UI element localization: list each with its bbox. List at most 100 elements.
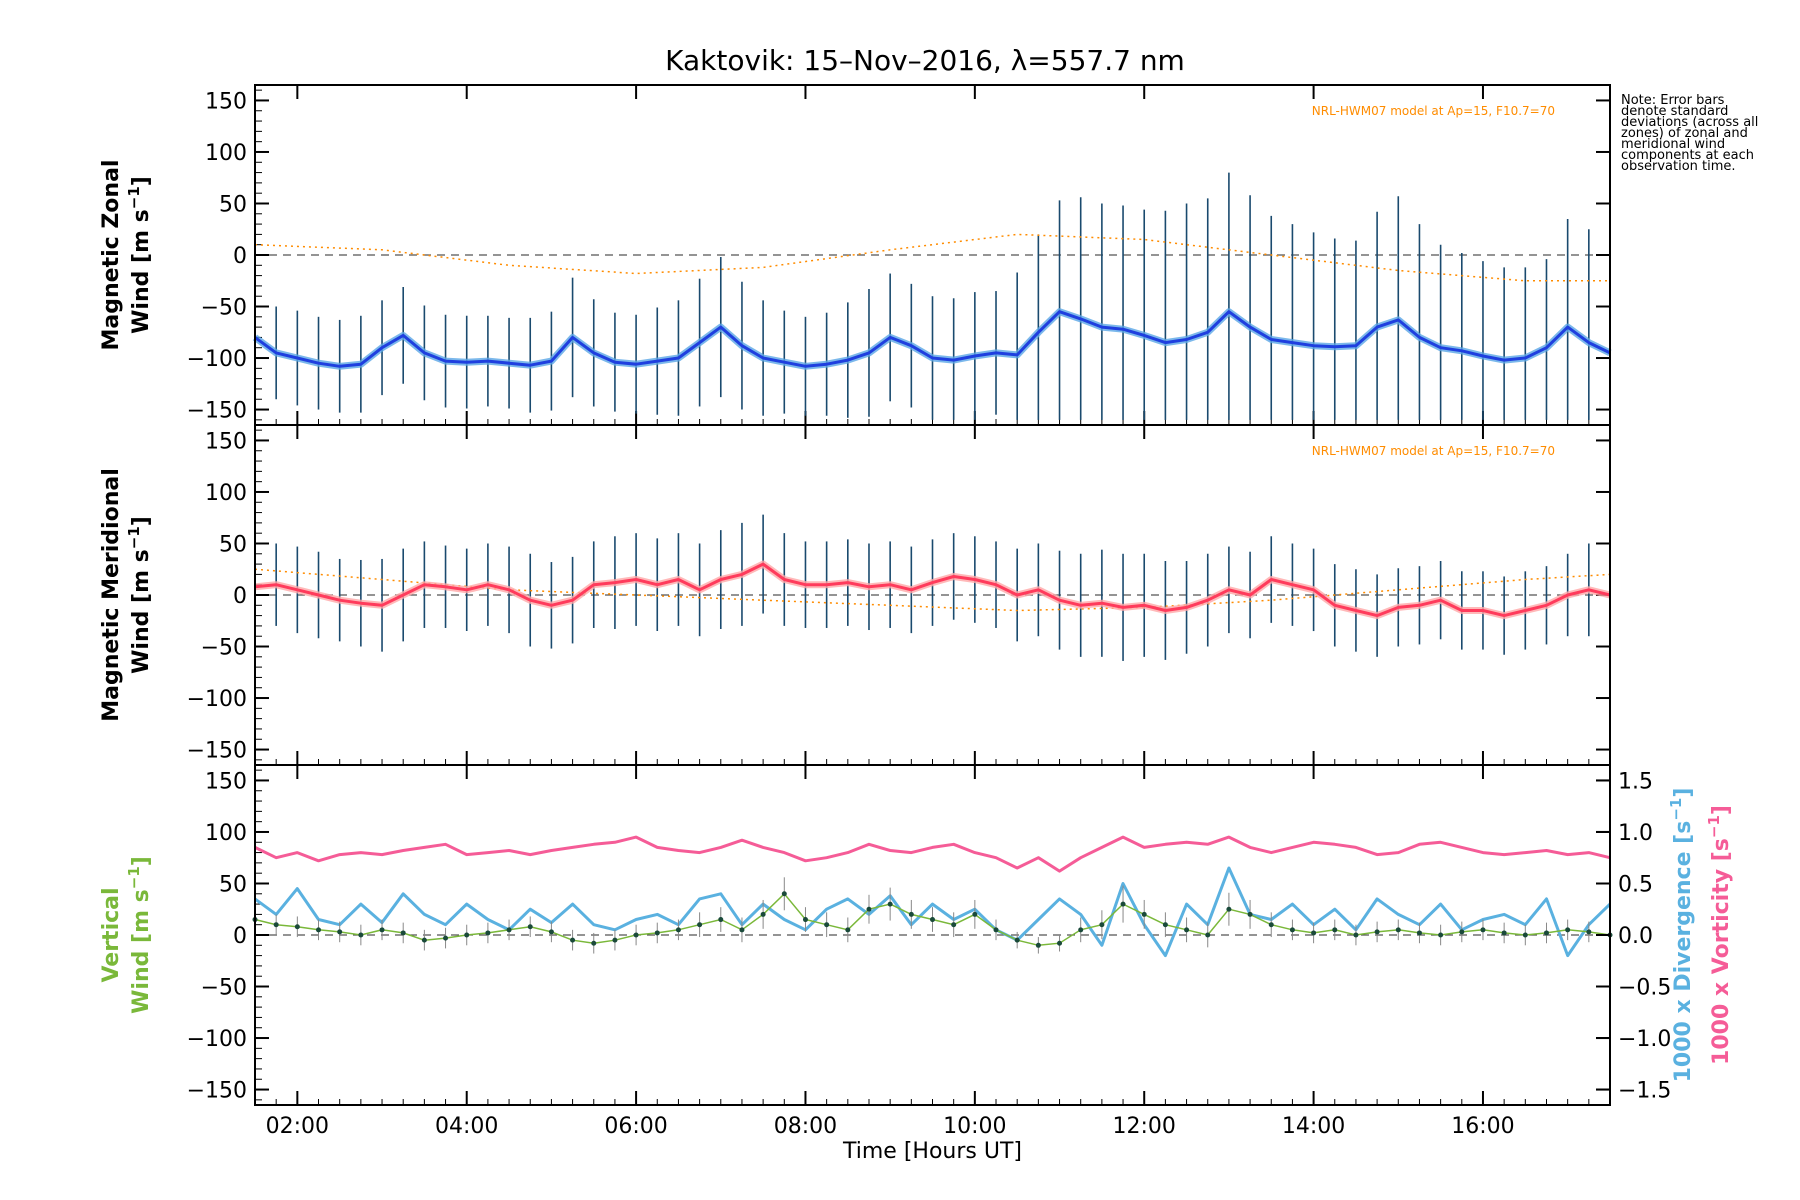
- y-axis-label-sup: −1: [125, 866, 143, 889]
- model-line: [254, 233, 1610, 282]
- y2-tick-label: −1.5: [1618, 1079, 1671, 1104]
- vertical-wind-point: [1247, 911, 1253, 917]
- y-axis-label-text: Wind [m s: [129, 209, 154, 334]
- y-tick-label: 0: [233, 244, 247, 269]
- vertical-wind-point: [443, 935, 449, 941]
- y-tick-label: −100: [187, 1027, 247, 1052]
- vertical-wind-point: [1332, 927, 1338, 933]
- y2-tick-label: 1.5: [1618, 769, 1653, 794]
- vertical-wind-point: [464, 932, 470, 938]
- vorticity-label-close: ]: [1709, 805, 1734, 815]
- vertical-wind-point: [866, 906, 872, 912]
- x-tick-label: 04:00: [435, 1114, 498, 1139]
- vertical-wind-point: [654, 930, 660, 936]
- y-tick-label: 0: [233, 924, 247, 949]
- vorticity-label-text: 1000 x Vorticity [s: [1709, 838, 1734, 1065]
- chart-title: Kaktovik: 15–Nov–2016, λ=557.7 nm: [665, 44, 1185, 77]
- vertical-wind-point: [1099, 922, 1105, 928]
- y-tick-label: 150: [205, 429, 247, 454]
- y-tick-label: −100: [187, 687, 247, 712]
- wind-line: [254, 562, 1611, 618]
- x-tick-label: 12:00: [1113, 1114, 1176, 1139]
- y2-tick-label: −0.5: [1618, 976, 1671, 1001]
- x-tick-label: 16:00: [1451, 1114, 1514, 1139]
- vertical-wind-point: [1184, 927, 1190, 933]
- vertical-wind-point: [1311, 930, 1317, 936]
- vertical-wind-point: [951, 922, 957, 928]
- vertical-wind-point: [675, 927, 681, 933]
- vertical-wind-point: [972, 911, 978, 917]
- x-tick-label: 02:00: [266, 1114, 329, 1139]
- y-axis-label-line1: Magnetic Meridional: [99, 468, 124, 721]
- divergence-label-text: 1000 x Divergence [s: [1671, 821, 1696, 1083]
- x-tick-label: 14:00: [1282, 1114, 1345, 1139]
- vertical-wind-point: [1395, 927, 1401, 933]
- vertical-wind-point: [1141, 911, 1147, 917]
- vertical-wind-point: [294, 924, 300, 930]
- vertical-wind-point: [781, 891, 787, 897]
- divergence-label-sup: −1: [1667, 798, 1685, 821]
- vertical-wind-point: [1162, 922, 1168, 928]
- vertical-wind-point: [1078, 927, 1084, 933]
- y-tick-label: −150: [187, 1079, 247, 1104]
- vorticity-axis-label: 1000 x Vorticity [s−1]: [1705, 805, 1734, 1065]
- y-axis-label-close: ]: [129, 856, 154, 866]
- model-label: NRL-HWM07 model at Ap=15, F10.7=70: [1312, 104, 1555, 118]
- vertical-wind-point: [1522, 932, 1528, 938]
- y-axis-label-text: Wind [m s: [129, 549, 154, 674]
- vertical-wind-point: [485, 930, 491, 936]
- vertical-wind-point: [802, 917, 808, 923]
- y2-tick-label: 0.0: [1618, 924, 1653, 949]
- vertical-wind-point: [570, 937, 576, 943]
- vertical-wind-point: [506, 927, 512, 933]
- vertical-wind-point: [718, 917, 724, 923]
- y-tick-label: 100: [205, 821, 247, 846]
- y-axis-label-line1: Magnetic Zonal: [99, 160, 124, 351]
- y2-tick-label: 1.0: [1618, 821, 1653, 846]
- vertical-wind-point: [358, 932, 364, 938]
- y-tick-label: 0: [233, 584, 247, 609]
- y-tick-label: 50: [219, 872, 247, 897]
- vertical-wind-point: [824, 922, 830, 928]
- vertical-wind-point: [400, 930, 406, 936]
- vertical-wind-point: [1586, 929, 1592, 935]
- vertical-wind-point: [1226, 906, 1232, 912]
- vertical-wind-point: [1438, 932, 1444, 938]
- y-axis-label-text: Wind [m s: [129, 889, 154, 1014]
- vertical-wind-point: [1035, 942, 1041, 948]
- vertical-wind-point: [1501, 930, 1507, 936]
- vertical-wind-point: [760, 911, 766, 917]
- vertical-wind-point: [1480, 927, 1486, 933]
- x-tick-label: 10:00: [943, 1114, 1006, 1139]
- y-tick-label: 50: [219, 192, 247, 217]
- divergence-label-close: ]: [1671, 788, 1696, 798]
- vertical-wind-point: [548, 929, 554, 935]
- vorticity-label-sup: −1: [1705, 815, 1723, 838]
- vertical-wind-point: [1565, 927, 1571, 933]
- vertical-wind-point: [1459, 929, 1465, 935]
- y-axis-label-line2: Wind [m s−1]: [125, 516, 154, 674]
- vertical-wind-point: [1374, 929, 1380, 935]
- y-tick-label: 100: [205, 481, 247, 506]
- vertical-wind-point: [1353, 932, 1359, 938]
- y-axis-label-line2: Wind [m s−1]: [125, 856, 154, 1014]
- vorticity-line: [254, 835, 1611, 873]
- vertical-wind-point: [527, 924, 533, 930]
- x-tick-label: 06:00: [604, 1114, 667, 1139]
- y-tick-label: 150: [205, 89, 247, 114]
- vertical-wind-point: [993, 927, 999, 933]
- y-axis-label-sup: −1: [125, 526, 143, 549]
- y-tick-label: −50: [201, 296, 247, 321]
- y-axis-label-close: ]: [129, 516, 154, 526]
- y-tick-label: −150: [187, 399, 247, 424]
- vertical-wind-point: [591, 940, 597, 946]
- panel-zonal: 150 100 50 0 −50 −100 −150 Magnetic Zonal Wind […: [99, 84, 1612, 426]
- vertical-wind-point: [1014, 937, 1020, 943]
- panel-frame: [254, 764, 1611, 1106]
- vertical-wind-point: [1543, 930, 1549, 936]
- vertical-wind-point: [273, 922, 279, 928]
- vertical-wind-point: [887, 901, 893, 907]
- error-bar-note: Note: Error bars denote standard deviati…: [1621, 93, 1759, 174]
